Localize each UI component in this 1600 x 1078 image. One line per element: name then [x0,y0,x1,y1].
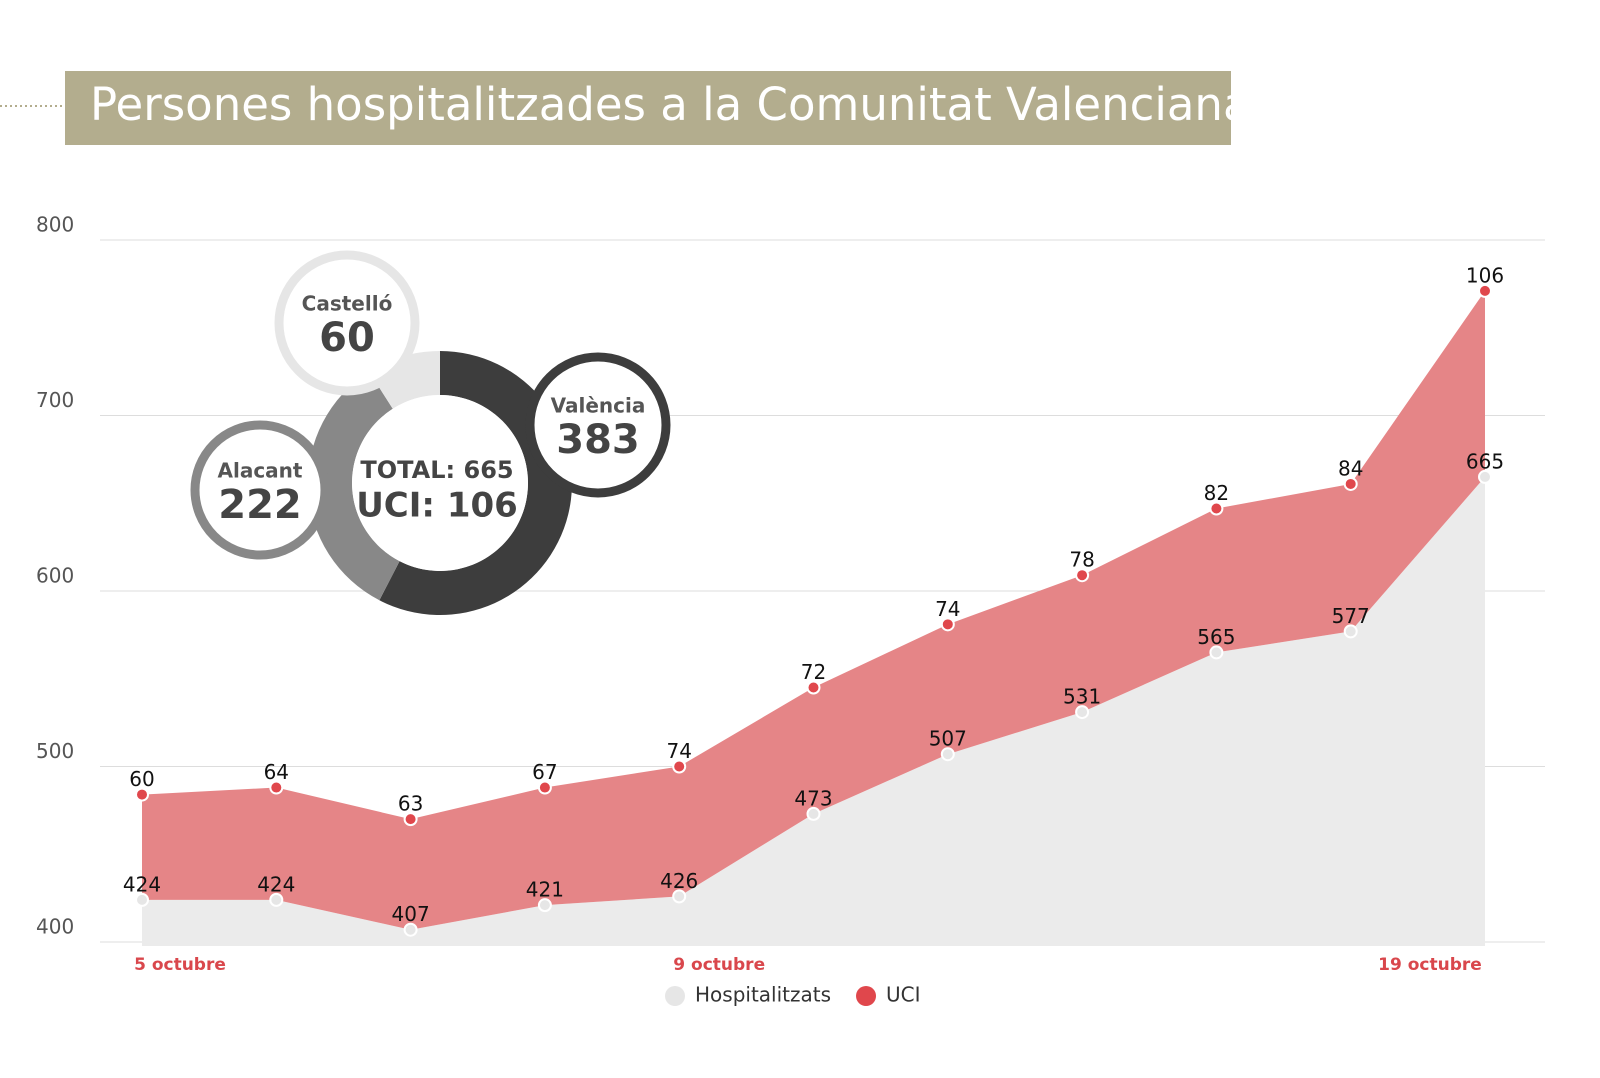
bubble-name: València [551,394,646,418]
center-label: TOTAL: 665 [360,456,513,484]
x-tick-label: 5 octubre [134,955,226,975]
donut-hole [352,395,528,571]
bubble-value: 222 [218,482,302,528]
bubble-name: Alacant [218,459,303,483]
bubble [190,420,330,560]
value-label: 72 [801,660,826,684]
point [940,617,955,632]
point [269,892,284,907]
value-label: 565 [1197,625,1235,649]
value-label: 473 [794,786,832,810]
point [806,680,821,695]
point [672,759,687,774]
point [135,787,149,802]
value-label: 74 [935,597,960,621]
legend-swatch [856,986,877,1006]
point [537,898,552,913]
value-label: 665 [1466,449,1504,473]
value-label: 531 [1063,685,1101,709]
x-tick-label: 9 octubre [673,955,765,975]
bubble-name: Castelló [302,292,393,316]
value-label: 82 [1204,481,1229,505]
value-label: 424 [123,872,161,896]
value-label: 577 [1332,604,1370,628]
point [269,780,284,795]
point [672,889,687,904]
value-label: 64 [264,760,289,784]
bubble-value: 383 [556,417,640,463]
point [403,922,418,937]
value-label: 106 [1466,263,1504,287]
center-label: UCI: 106 [356,486,518,526]
title-box [65,71,1231,145]
y-tick-label: 500 [36,739,74,763]
donut-slice [379,351,572,615]
donut-slice [307,371,400,601]
y-tick-label: 400 [36,915,74,939]
point [806,806,821,821]
area [142,290,1485,930]
value-label: 424 [257,872,295,896]
value-label: 507 [929,727,967,751]
bubble [525,352,671,498]
value-label: 60 [129,767,154,791]
point [1478,469,1492,484]
value-label: 84 [1338,456,1363,480]
y-tick-label: 700 [36,388,74,412]
point [1343,476,1358,491]
chart-title: Persones hospitalitzades a la Comunitat … [90,78,1251,131]
value-label: 74 [666,739,691,763]
value-label: 63 [398,792,423,816]
point [1343,624,1358,639]
plot: 400 500 600 700 800 424 424 407 421 426 473 507 531 5… [36,213,1545,1007]
point [1478,283,1492,298]
y-tick-label: 800 [36,213,74,237]
legend-swatch [665,986,685,1006]
point [135,892,149,907]
legend-label: Hospitalitzats [695,983,831,1007]
bubble-value: 60 [319,315,375,361]
value-label: 67 [532,760,557,784]
value-label: 421 [526,878,564,902]
point [1209,501,1224,516]
value-label: 426 [660,869,698,893]
legend-label: UCI [886,983,921,1007]
point [1075,568,1090,583]
point [1209,645,1224,660]
area [142,476,1485,946]
y-tick-label: 600 [36,564,74,588]
x-tick-label: 19 octubre [1378,955,1482,975]
point [403,812,418,827]
bubble [274,250,420,396]
areas [142,290,1485,946]
value-label: 78 [1069,548,1094,572]
point [940,747,955,762]
point [537,780,552,795]
point [1075,705,1090,720]
value-label: 407 [392,902,430,926]
